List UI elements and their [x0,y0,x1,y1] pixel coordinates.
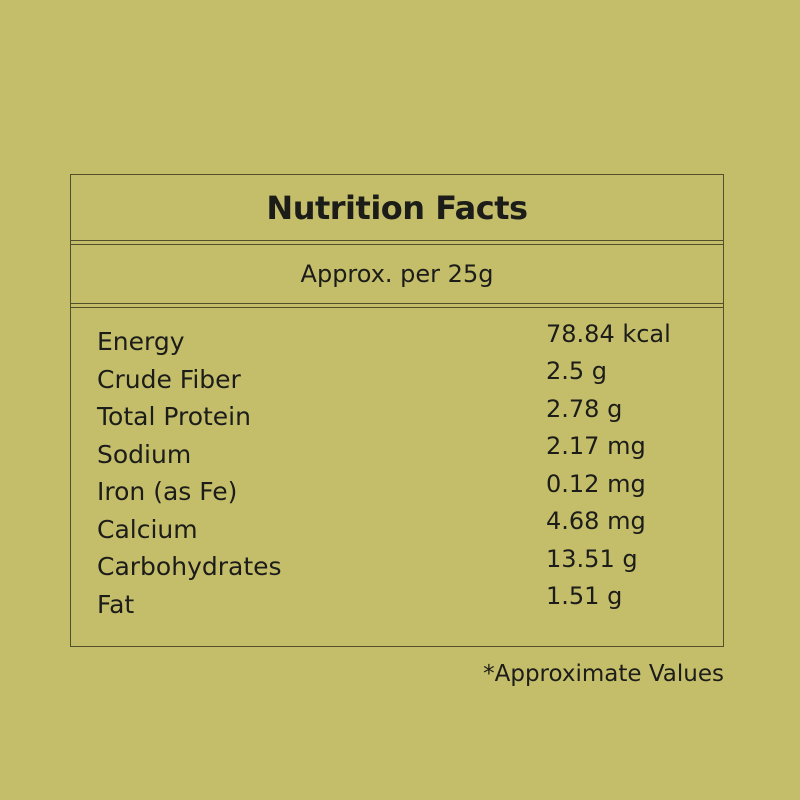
nutrient-value: 0.12 mg [546,469,646,498]
page-title: Nutrition Facts [266,188,528,227]
nutrient-label: Fat [97,589,135,619]
table-row: Crude Fiber 2.5 g [97,357,697,399]
nutrition-facts-box: Nutrition Facts Approx. per 25g Energy 7… [70,174,724,647]
nutrient-label: Energy [97,327,185,357]
nutrient-value: 13.51 g [546,544,638,573]
table-row: Energy 78.84 kcal [97,319,697,361]
table-row: Carbohydrates 13.51 g [97,544,697,586]
nutrition-table: Energy 78.84 kcal Crude Fiber 2.5 g Tota… [71,308,723,646]
nutrient-label: Sodium [97,439,192,469]
nutrient-label: Total Protein [97,402,251,432]
serving-size-text: Approx. per 25g [300,260,494,288]
table-row: Calcium 4.68 mg [97,507,697,549]
nutrient-label: Carbohydrates [97,552,282,582]
table-row: Iron (as Fe) 0.12 mg [97,469,697,511]
nutrient-label: Calcium [97,514,198,544]
nutrient-value: 4.68 mg [546,507,646,536]
nutrient-value: 1.51 g [546,582,623,611]
nutrient-label: Crude Fiber [97,364,241,394]
table-row: Sodium 2.17 mg [97,432,697,474]
nutrient-label: Iron (as Fe) [97,477,238,507]
nutrient-value: 2.5 g [546,357,608,386]
nutrient-value: 2.78 g [546,394,623,423]
nutrient-value: 2.17 mg [546,432,646,461]
footnote: *Approximate Values [483,661,724,687]
table-row: Total Protein 2.78 g [97,394,697,436]
title-section: Nutrition Facts [71,175,723,240]
divider-top [71,240,723,245]
nutrient-value: 78.84 kcal [546,319,671,348]
table-row: Fat 1.51 g [97,582,697,624]
serving-section: Approx. per 25g [71,245,723,303]
divider-bottom [71,303,723,308]
